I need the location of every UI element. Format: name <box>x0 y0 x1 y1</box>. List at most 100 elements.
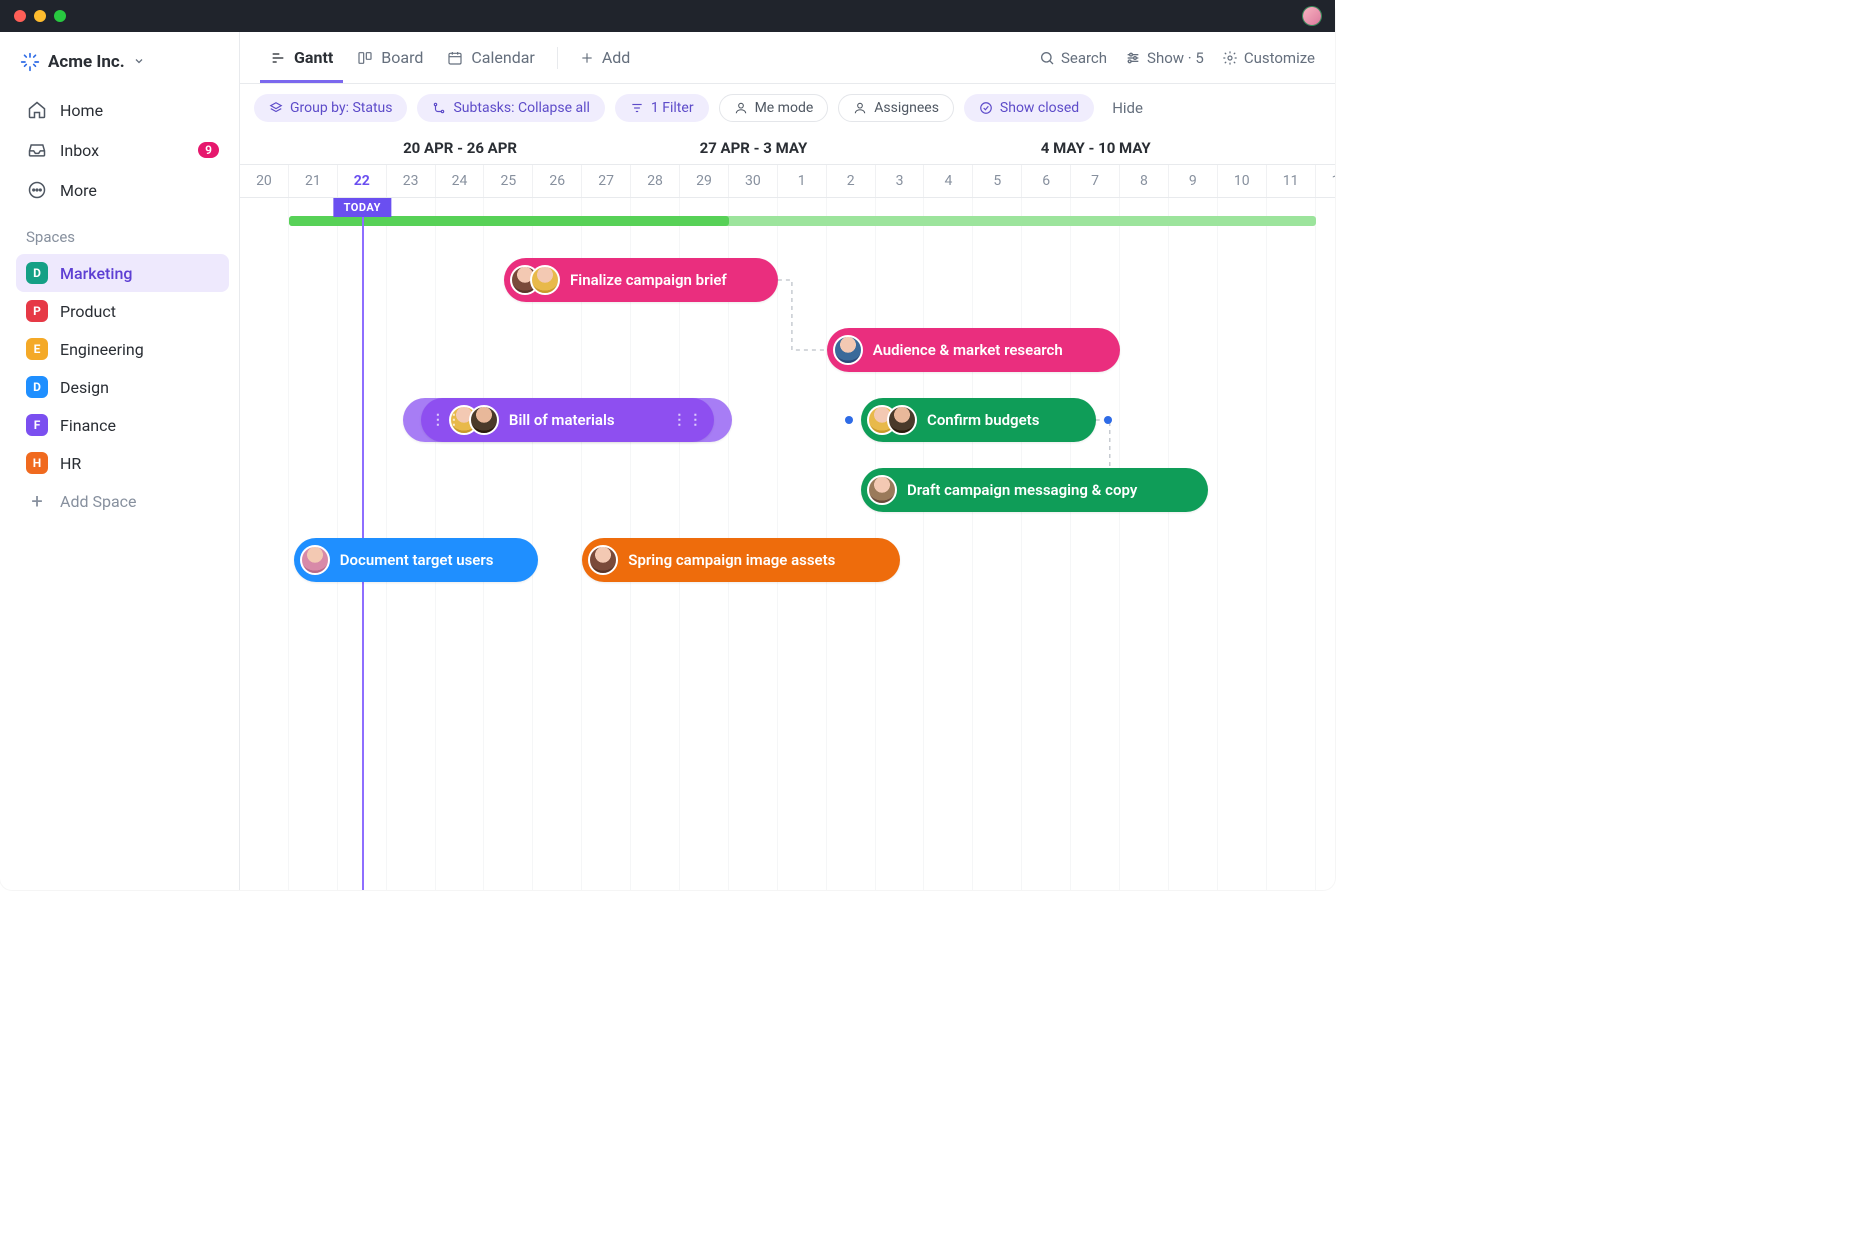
assignee-avatar[interactable] <box>867 475 897 505</box>
day-cell[interactable]: 7 <box>1071 165 1120 197</box>
day-cell[interactable]: 8 <box>1120 165 1169 197</box>
day-cell[interactable]: 29 <box>680 165 729 197</box>
space-label: HR <box>60 454 81 473</box>
add-space-button[interactable]: + Add Space <box>16 482 229 520</box>
close-window-icon[interactable] <box>14 10 26 22</box>
drag-grip-icon[interactable]: ⋮⋮ <box>431 412 463 428</box>
sidebar-space-hr[interactable]: H HR <box>16 444 229 482</box>
task-label: Finalize campaign brief <box>570 271 727 289</box>
task-label: Spring campaign image assets <box>628 551 835 569</box>
day-cell[interactable]: 11 <box>1267 165 1316 197</box>
maximize-window-icon[interactable] <box>54 10 66 22</box>
chip-label: Show closed <box>1000 100 1079 116</box>
chip-label: Subtasks: Collapse all <box>453 100 589 116</box>
task-bar[interactable]: Finalize campaign brief <box>504 258 778 302</box>
dependency-dot-icon[interactable] <box>845 416 853 424</box>
task-label: Draft campaign messaging & copy <box>907 481 1137 499</box>
chip-label: Group by: Status <box>290 100 392 116</box>
space-badge-icon: H <box>26 452 48 474</box>
task-bar[interactable]: Confirm budgets <box>861 398 1096 442</box>
inbox-badge: 9 <box>198 142 219 158</box>
current-user-avatar[interactable] <box>1303 7 1321 25</box>
home-icon <box>26 99 48 121</box>
group-by-chip[interactable]: Group by: Status <box>254 94 407 122</box>
day-cell[interactable]: 25 <box>484 165 533 197</box>
assignee-avatar[interactable] <box>588 545 618 575</box>
tab-calendar[interactable]: Calendar <box>437 32 544 83</box>
day-cell[interactable]: 23 <box>387 165 436 197</box>
gantt-body[interactable]: TODAY Finalize campaign briefAudience & … <box>240 198 1335 890</box>
day-cell[interactable]: 10 <box>1218 165 1267 197</box>
assignee-avatar[interactable] <box>530 265 560 295</box>
sidebar-space-product[interactable]: P Product <box>16 292 229 330</box>
main-content: Gantt Board Calendar Add Search <box>240 32 1335 890</box>
task-bar[interactable]: Document target users <box>294 538 539 582</box>
day-cell[interactable]: 6 <box>1022 165 1071 197</box>
space-label: Product <box>60 302 116 321</box>
task-bar[interactable]: Audience & market research <box>827 328 1120 372</box>
day-cell[interactable]: 2 <box>827 165 876 197</box>
filter-chip[interactable]: 1 Filter <box>615 94 709 122</box>
day-cell[interactable]: 21 <box>289 165 338 197</box>
search-label: Search <box>1061 49 1107 67</box>
task-label: Document target users <box>340 551 494 569</box>
assignee-avatar[interactable] <box>833 335 863 365</box>
nav-home[interactable]: Home <box>16 90 229 130</box>
divider <box>557 47 558 69</box>
task-bar[interactable]: Draft campaign messaging & copy <box>861 468 1208 512</box>
spaces-section-label: Spaces <box>16 210 229 254</box>
customize-button[interactable]: Customize <box>1222 49 1315 67</box>
assignee-avatar[interactable] <box>887 405 917 435</box>
task-label: Confirm budgets <box>927 411 1039 429</box>
nav-label: More <box>60 181 97 200</box>
add-view-button[interactable]: Add <box>570 32 640 83</box>
day-header-row: 2021222324252627282930123456789101112 <box>240 164 1335 198</box>
nav-inbox[interactable]: Inbox 9 <box>16 130 229 170</box>
drag-grip-icon[interactable]: ⋮⋮ <box>672 412 704 428</box>
assignee-avatar[interactable] <box>300 545 330 575</box>
sidebar-space-marketing[interactable]: DMarketing <box>16 254 229 292</box>
assignees-chip[interactable]: Assignees <box>838 94 954 122</box>
sidebar-space-finance[interactable]: FFinance <box>16 406 229 444</box>
workspace-name: Acme Inc. <box>48 52 125 72</box>
inbox-icon <box>26 139 48 161</box>
day-cell[interactable]: 3 <box>876 165 925 197</box>
space-badge-icon: P <box>26 300 48 322</box>
task-bar[interactable]: Spring campaign image assets <box>582 538 900 582</box>
task-label: Audience & market research <box>873 341 1063 359</box>
show-closed-chip[interactable]: Show closed <box>964 94 1094 122</box>
day-cell[interactable]: 4 <box>924 165 973 197</box>
day-cell[interactable]: 28 <box>631 165 680 197</box>
task-bar[interactable]: ⋮⋮Bill of materials⋮⋮ <box>421 398 714 442</box>
workspace-switcher[interactable]: Acme Inc. <box>16 46 229 90</box>
day-cell[interactable]: 5 <box>973 165 1022 197</box>
day-cell[interactable]: 26 <box>533 165 582 197</box>
subtasks-chip[interactable]: Subtasks: Collapse all <box>417 94 604 122</box>
assignee-avatar[interactable] <box>469 405 499 435</box>
tab-gantt[interactable]: Gantt <box>260 32 343 83</box>
filter-bar: Group by: Status Subtasks: Collapse all … <box>240 84 1335 132</box>
search-button[interactable]: Search <box>1039 49 1107 67</box>
day-cell[interactable]: 30 <box>729 165 778 197</box>
space-label: Marketing <box>60 264 132 283</box>
week-label: 4 MAY - 10 MAY <box>925 139 1267 157</box>
dependency-dot-icon[interactable] <box>1104 416 1112 424</box>
day-cell[interactable]: 20 <box>240 165 289 197</box>
day-cell[interactable]: 12 <box>1316 165 1335 197</box>
nav-more[interactable]: More <box>16 170 229 210</box>
me-mode-chip[interactable]: Me mode <box>719 94 829 122</box>
chevron-down-icon <box>133 52 145 72</box>
week-label: 27 APR - 3 MAY <box>582 139 924 157</box>
minimize-window-icon[interactable] <box>34 10 46 22</box>
hide-filters-button[interactable]: Hide <box>1104 99 1143 117</box>
day-cell[interactable]: 1 <box>778 165 827 197</box>
show-menu[interactable]: Show · 5 <box>1125 49 1204 67</box>
tab-board[interactable]: Board <box>347 32 433 83</box>
day-cell[interactable]: 27 <box>582 165 631 197</box>
sidebar-space-design[interactable]: DDesign <box>16 368 229 406</box>
day-cell[interactable]: 22 <box>338 165 387 197</box>
day-cell[interactable]: 9 <box>1169 165 1218 197</box>
day-cell[interactable]: 24 <box>436 165 485 197</box>
plus-icon: + <box>26 490 48 512</box>
sidebar-space-engineering[interactable]: EEngineering <box>16 330 229 368</box>
